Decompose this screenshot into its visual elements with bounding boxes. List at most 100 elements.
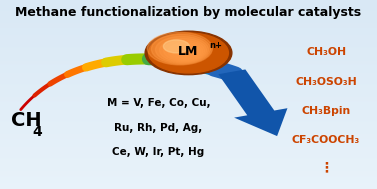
Bar xyxy=(0,74,377,75)
Bar xyxy=(0,103,377,104)
Circle shape xyxy=(145,31,232,75)
Bar xyxy=(0,60,377,61)
Bar xyxy=(0,31,377,32)
Bar xyxy=(0,104,377,105)
Bar xyxy=(0,136,377,137)
Bar xyxy=(0,117,377,118)
Bar xyxy=(0,11,377,12)
Bar xyxy=(0,154,377,155)
Bar xyxy=(0,139,377,140)
Circle shape xyxy=(176,46,199,58)
Bar xyxy=(0,134,377,135)
Bar xyxy=(0,67,377,68)
Bar xyxy=(0,70,377,71)
Bar xyxy=(0,180,377,181)
Text: CH: CH xyxy=(11,112,42,130)
Bar xyxy=(0,4,377,5)
Bar xyxy=(0,43,377,44)
Bar xyxy=(0,73,377,74)
Text: CH₃OH: CH₃OH xyxy=(306,47,346,57)
Bar xyxy=(0,89,377,90)
Bar xyxy=(0,15,377,16)
Bar xyxy=(0,61,377,62)
Bar xyxy=(0,26,377,27)
Bar xyxy=(0,56,377,57)
Text: M = V, Fe, Co, Cu,: M = V, Fe, Co, Cu, xyxy=(107,98,210,108)
Bar xyxy=(0,174,377,175)
Bar xyxy=(0,150,377,151)
Bar xyxy=(0,170,377,171)
Bar xyxy=(0,178,377,179)
Bar xyxy=(0,121,377,122)
Bar xyxy=(0,138,377,139)
Bar xyxy=(0,109,377,110)
Bar xyxy=(0,158,377,159)
Bar xyxy=(0,147,377,148)
Text: n+: n+ xyxy=(209,41,222,50)
Bar xyxy=(0,185,377,186)
Bar xyxy=(0,38,377,39)
Bar xyxy=(0,115,377,116)
Bar xyxy=(0,126,377,127)
Bar xyxy=(0,23,377,24)
Bar xyxy=(0,146,377,147)
Bar xyxy=(0,71,377,72)
Bar xyxy=(0,44,377,45)
Bar xyxy=(0,181,377,182)
Bar xyxy=(0,41,377,42)
Bar xyxy=(0,32,377,33)
Bar xyxy=(0,101,377,102)
Bar xyxy=(0,55,377,56)
Bar xyxy=(0,6,377,7)
Bar xyxy=(0,24,377,25)
Bar xyxy=(0,155,377,156)
Bar xyxy=(0,13,377,14)
Bar xyxy=(0,84,377,85)
Bar xyxy=(0,5,377,6)
Circle shape xyxy=(164,40,205,61)
Bar xyxy=(0,29,377,30)
Bar xyxy=(0,12,377,13)
Circle shape xyxy=(168,43,203,60)
Bar xyxy=(0,54,377,55)
Bar xyxy=(0,0,377,1)
Bar xyxy=(0,118,377,119)
Bar xyxy=(0,173,377,174)
Circle shape xyxy=(163,40,189,53)
Bar xyxy=(0,124,377,125)
Bar xyxy=(0,148,377,149)
Bar xyxy=(0,50,377,51)
Bar xyxy=(0,92,377,93)
Bar xyxy=(0,143,377,144)
Bar xyxy=(0,10,377,11)
Bar xyxy=(0,48,377,49)
Bar xyxy=(0,113,377,114)
Bar xyxy=(0,168,377,169)
Bar xyxy=(0,105,377,106)
Bar xyxy=(0,165,377,166)
Bar xyxy=(0,80,377,81)
Bar xyxy=(0,77,377,78)
Bar xyxy=(0,130,377,131)
Bar xyxy=(0,62,377,63)
Bar xyxy=(0,35,377,36)
Bar xyxy=(0,37,377,38)
Bar xyxy=(0,108,377,109)
Bar xyxy=(0,21,377,22)
Bar xyxy=(0,69,377,70)
Bar xyxy=(0,157,377,158)
Bar xyxy=(0,161,377,162)
Bar xyxy=(0,88,377,89)
Bar xyxy=(0,97,377,98)
Bar xyxy=(0,132,377,133)
Bar xyxy=(0,36,377,37)
Bar xyxy=(0,186,377,187)
Bar xyxy=(0,169,377,170)
Bar xyxy=(0,123,377,124)
Circle shape xyxy=(152,34,210,64)
Bar xyxy=(0,14,377,15)
Bar xyxy=(0,119,377,120)
Bar xyxy=(0,110,377,111)
Bar xyxy=(0,166,377,167)
Bar xyxy=(0,131,377,132)
